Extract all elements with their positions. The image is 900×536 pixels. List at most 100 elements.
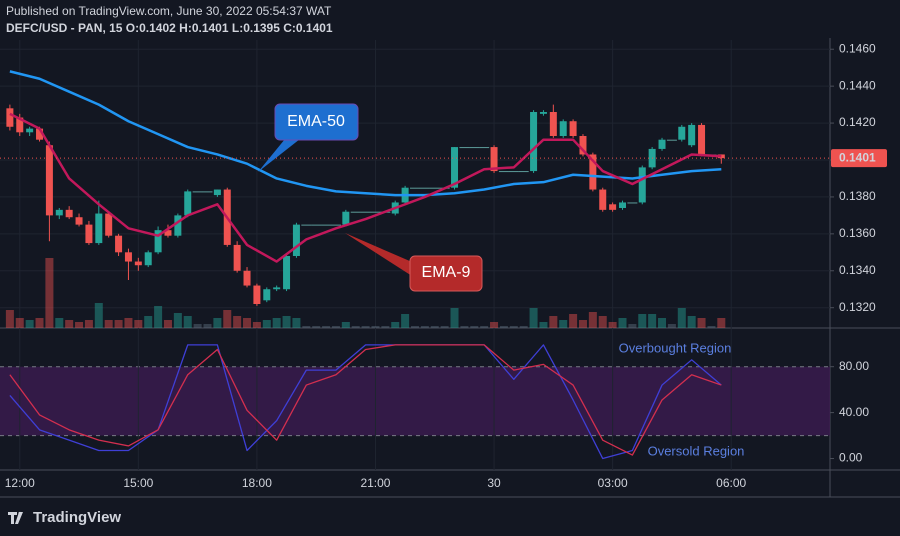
volume-bar bbox=[15, 318, 24, 328]
x-tick-label: 21:00 bbox=[360, 476, 390, 490]
y-tick-label: 0.1460 bbox=[839, 41, 876, 55]
candle-body bbox=[6, 108, 14, 127]
candle-body bbox=[154, 230, 162, 253]
volume-bar bbox=[361, 326, 370, 328]
candle-body bbox=[429, 187, 440, 189]
candle-body bbox=[569, 121, 577, 136]
y-tick-label: 40.00 bbox=[839, 405, 869, 419]
volume-bar bbox=[509, 326, 518, 328]
last-price-label: 0.1401 bbox=[839, 150, 876, 164]
candle-body bbox=[16, 117, 24, 133]
volume-bar bbox=[84, 320, 93, 328]
volume-bar bbox=[391, 322, 400, 328]
y-tick-label: 0.1440 bbox=[839, 78, 876, 92]
volume-bar bbox=[628, 324, 637, 328]
y-tick-label: 0.1320 bbox=[839, 300, 876, 314]
volume-bar bbox=[312, 326, 321, 328]
stoch-line bbox=[9, 344, 722, 460]
candle-body bbox=[539, 112, 547, 114]
y-tick-label: 0.1380 bbox=[839, 189, 876, 203]
overbought-label: Overbought Region bbox=[619, 340, 732, 355]
volume-bar bbox=[282, 316, 291, 328]
volume-bar bbox=[25, 320, 34, 328]
volume-bar bbox=[648, 314, 657, 328]
candle-body bbox=[233, 244, 241, 271]
candle-body bbox=[579, 136, 587, 155]
volume-bar bbox=[341, 322, 350, 328]
y-tick-label: 0.00 bbox=[839, 451, 863, 465]
volume-bar bbox=[223, 310, 232, 328]
candle-body bbox=[469, 147, 480, 149]
stoch-line bbox=[9, 344, 722, 456]
x-tick-label: 15:00 bbox=[123, 476, 153, 490]
volume-bar bbox=[75, 322, 84, 328]
candle-body bbox=[65, 209, 73, 218]
volume-bar bbox=[430, 326, 439, 328]
band-area bbox=[0, 366, 830, 436]
volume-bar bbox=[549, 316, 558, 328]
candle-body bbox=[498, 171, 509, 173]
ema-line bbox=[9, 70, 722, 197]
brand-name: TradingView bbox=[33, 509, 121, 526]
candle-body bbox=[192, 191, 203, 193]
volume-bar bbox=[154, 306, 163, 328]
candle-body bbox=[627, 202, 638, 204]
volume-bar bbox=[697, 318, 706, 328]
candle-body bbox=[75, 217, 83, 225]
callout-label: EMA-50 bbox=[287, 113, 345, 130]
candle-body bbox=[479, 147, 490, 149]
volume-bar bbox=[470, 326, 479, 328]
candle-body bbox=[164, 230, 172, 236]
candle-body bbox=[184, 191, 192, 216]
candle-body bbox=[350, 211, 361, 213]
volume-bar bbox=[5, 310, 14, 328]
volume-bar bbox=[183, 316, 192, 328]
volume-bar bbox=[322, 326, 331, 328]
candle-body bbox=[688, 124, 696, 146]
candle-body bbox=[115, 235, 123, 253]
volume-bar bbox=[163, 320, 172, 328]
volume-bar bbox=[45, 258, 54, 328]
volume-bar bbox=[65, 320, 74, 328]
volume-bar bbox=[272, 318, 281, 328]
volume-bar bbox=[401, 314, 410, 328]
volume-bar bbox=[658, 318, 667, 328]
volume-bar bbox=[480, 326, 489, 328]
volume-bar bbox=[411, 326, 419, 328]
volume-bar bbox=[134, 320, 143, 328]
candle-body bbox=[292, 224, 300, 256]
volume-bar bbox=[499, 326, 508, 328]
candle-body bbox=[530, 112, 538, 172]
volume-bar bbox=[55, 318, 64, 328]
y-tick-label: 0.1420 bbox=[839, 115, 876, 129]
x-tick-label: 30 bbox=[487, 476, 501, 490]
candle-body bbox=[342, 211, 350, 225]
candle-body bbox=[609, 204, 617, 210]
volume-bar bbox=[490, 322, 499, 328]
volume-bar bbox=[351, 326, 360, 328]
candle-body bbox=[370, 211, 381, 213]
candle-body bbox=[311, 224, 322, 226]
volume-bar bbox=[144, 316, 153, 328]
ema-9-callout: EMA-9 bbox=[345, 233, 483, 292]
volume-bar bbox=[213, 318, 222, 328]
x-tick-label: 03:00 bbox=[598, 476, 628, 490]
volume-bar bbox=[707, 326, 716, 328]
marks: 12:00 15:00 18:00 21:00 30 03:00 06:00 0.1320 0.… bbox=[0, 40, 887, 490]
candle-body bbox=[599, 189, 607, 210]
candle-body bbox=[459, 147, 470, 149]
published-note: Published on TradingView.com, June 30, 2… bbox=[6, 4, 332, 18]
brand-logo: TradingView bbox=[8, 509, 121, 526]
chart-title: DEFC/USD - PAN, 15 O:0.1402 H:0.1401 L:0… bbox=[6, 21, 333, 35]
volume-bar bbox=[243, 318, 252, 328]
candle-body bbox=[36, 128, 44, 140]
candle-body bbox=[174, 215, 182, 236]
volume-bar bbox=[233, 316, 242, 328]
logo-dot bbox=[18, 511, 22, 516]
candle-body bbox=[273, 287, 281, 290]
volume-bar bbox=[35, 318, 44, 328]
volume-bar bbox=[450, 308, 459, 328]
candle-body bbox=[283, 256, 291, 290]
